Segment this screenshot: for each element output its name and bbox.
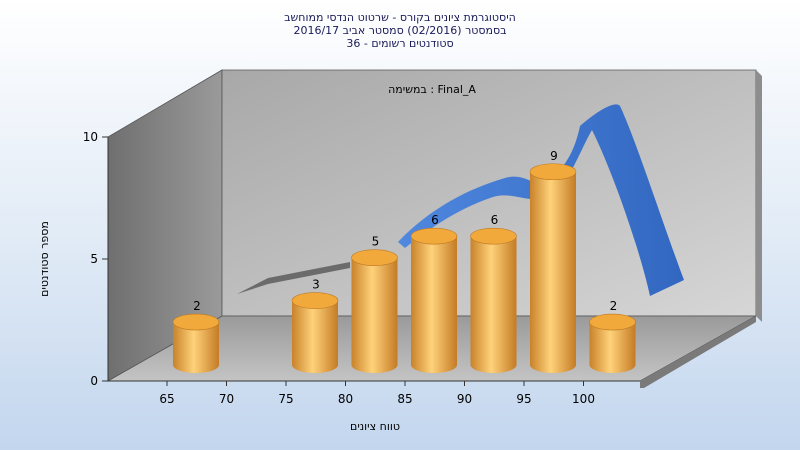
chart-title-line-3: סטודנטים רשומים - 36 (346, 37, 453, 50)
x-tick-label: 85 (397, 392, 412, 406)
bar-value-label: 2 (610, 299, 618, 313)
y-tick-label: 10 (83, 130, 98, 144)
bar-value-label: 6 (491, 213, 499, 227)
y-tick-label: 5 (90, 252, 98, 266)
chart-floor-edge (640, 316, 756, 388)
bar-body (292, 300, 338, 373)
x-tick-label: 90 (457, 392, 472, 406)
x-tick-label: 65 (159, 392, 174, 406)
bar-cap (470, 227, 517, 245)
bar-body (351, 257, 398, 373)
bar-value-label: 5 (372, 235, 380, 249)
x-tick-label: 100 (572, 392, 595, 406)
bar-series: 2 3 5 6 6 9 2 (172, 149, 636, 373)
bar: 6 (410, 213, 458, 373)
bar-body (470, 236, 517, 373)
x-axis-ticks: 65 70 75 80 85 90 95 100 (159, 381, 595, 406)
y-axis-ticks: 0 5 10 (83, 130, 108, 388)
bar-value-label: 9 (550, 149, 558, 163)
bar-value-label: 6 (431, 213, 439, 227)
chart-title-line-1: היסטוגרמת ציונים בקורס - שרטוט הנדסי ממו… (284, 11, 516, 24)
y-tick-label: 0 (90, 374, 98, 388)
bar-body (530, 171, 576, 373)
bar: 5 (351, 235, 398, 373)
chart-right-edge (756, 70, 762, 322)
bar-cap (351, 249, 398, 266)
bar-cap (589, 313, 636, 331)
x-tick-label: 70 (219, 392, 234, 406)
bar: 2 (172, 299, 220, 373)
bar-body (411, 236, 457, 373)
x-axis-label: טווח ציונים (350, 420, 400, 433)
bar: 9 (529, 149, 577, 373)
x-tick-label: 75 (278, 392, 293, 406)
bar-value-label: 2 (193, 299, 201, 313)
x-tick-label: 95 (516, 392, 531, 406)
trend-ribbon (398, 104, 684, 296)
chart-annotation: במשימה : Final_A (388, 83, 476, 96)
bar-cap (172, 313, 220, 331)
bar: 6 (470, 213, 517, 373)
bar-value-label: 3 (312, 278, 320, 292)
bar: 2 (589, 299, 636, 373)
y-axis-label: מספר סטודנטים (38, 221, 51, 297)
bar-body (589, 322, 636, 373)
bar-cap (410, 227, 458, 245)
x-tick-label: 80 (338, 392, 353, 406)
bar-body (173, 322, 219, 373)
bar: 3 (291, 278, 339, 373)
bar-cap (529, 163, 577, 181)
trend-shadow-ribbon (237, 262, 350, 294)
chart-title-line-2: בסמסטר (02/2016) סמסטר אביב 2016/17 (293, 24, 506, 37)
bar-cap (291, 292, 339, 309)
